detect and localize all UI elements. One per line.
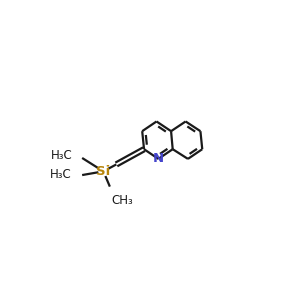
Text: N: N <box>153 152 164 165</box>
Text: CH₃: CH₃ <box>112 194 134 207</box>
Text: H₃C: H₃C <box>50 168 72 181</box>
Text: H₃C: H₃C <box>51 149 72 162</box>
Text: Si: Si <box>96 165 110 178</box>
